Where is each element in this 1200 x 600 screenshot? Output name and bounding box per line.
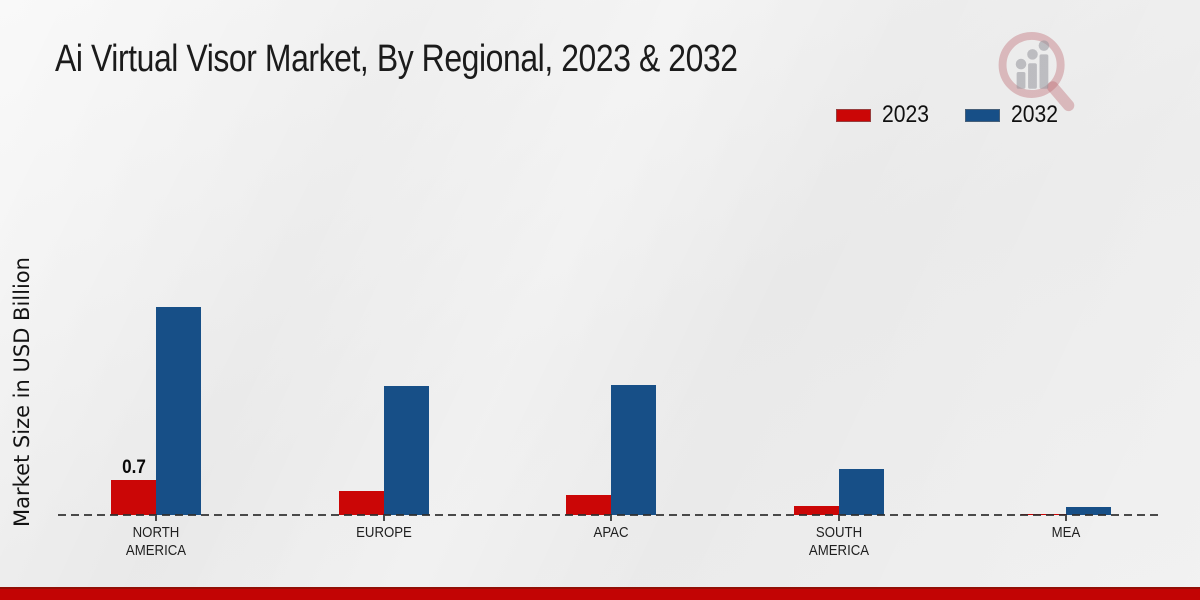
bar-north-america-2023: [111, 480, 156, 515]
legend-swatch-2032: [965, 108, 1001, 122]
data-label-north-america-2023: 0.7: [121, 457, 146, 478]
legend-item-2023: 2023: [836, 101, 935, 129]
bar-apac-2032: [611, 385, 656, 515]
category-label-europe: EUROPE: [355, 524, 412, 541]
x-axis-tick-south-america: [837, 515, 840, 521]
x-axis-tick-mea: [1065, 515, 1067, 521]
market-research-watermark-logo: [998, 31, 1075, 112]
bar-south-america-2023: [793, 506, 839, 515]
legend-swatch-2023: [836, 108, 871, 122]
legend-label-2032: 2032: [1011, 101, 1059, 128]
legend-item-2032: 2032: [965, 101, 1064, 129]
x-axis-tick-north-america: [155, 515, 157, 521]
category-label-mea: MEA: [1051, 524, 1081, 541]
x-axis-tick-apac: [610, 515, 612, 521]
legend-label-2023: 2023: [882, 101, 929, 128]
bar-europe-2032: [383, 386, 429, 515]
bar-apac-2023: [566, 495, 611, 515]
legend: 2023 2032: [836, 101, 1065, 129]
category-label-apac: APAC: [593, 524, 629, 541]
bar-mea-2032: [1066, 506, 1111, 515]
bar-south-america-2032: [838, 469, 884, 515]
footer-accent-bar: [0, 587, 1200, 600]
category-label-south-america: SOUTH AMERICA: [808, 524, 869, 559]
chart-title: Ai Virtual Visor Market, By Regional, 20…: [55, 38, 738, 80]
category-label-north-america: NORTH AMERICA: [125, 524, 187, 559]
x-axis-tick-europe: [382, 515, 385, 521]
x-axis-dashed-baseline: [58, 514, 1160, 516]
bar-north-america-2032: [156, 307, 201, 515]
bar-europe-2023: [338, 491, 384, 515]
